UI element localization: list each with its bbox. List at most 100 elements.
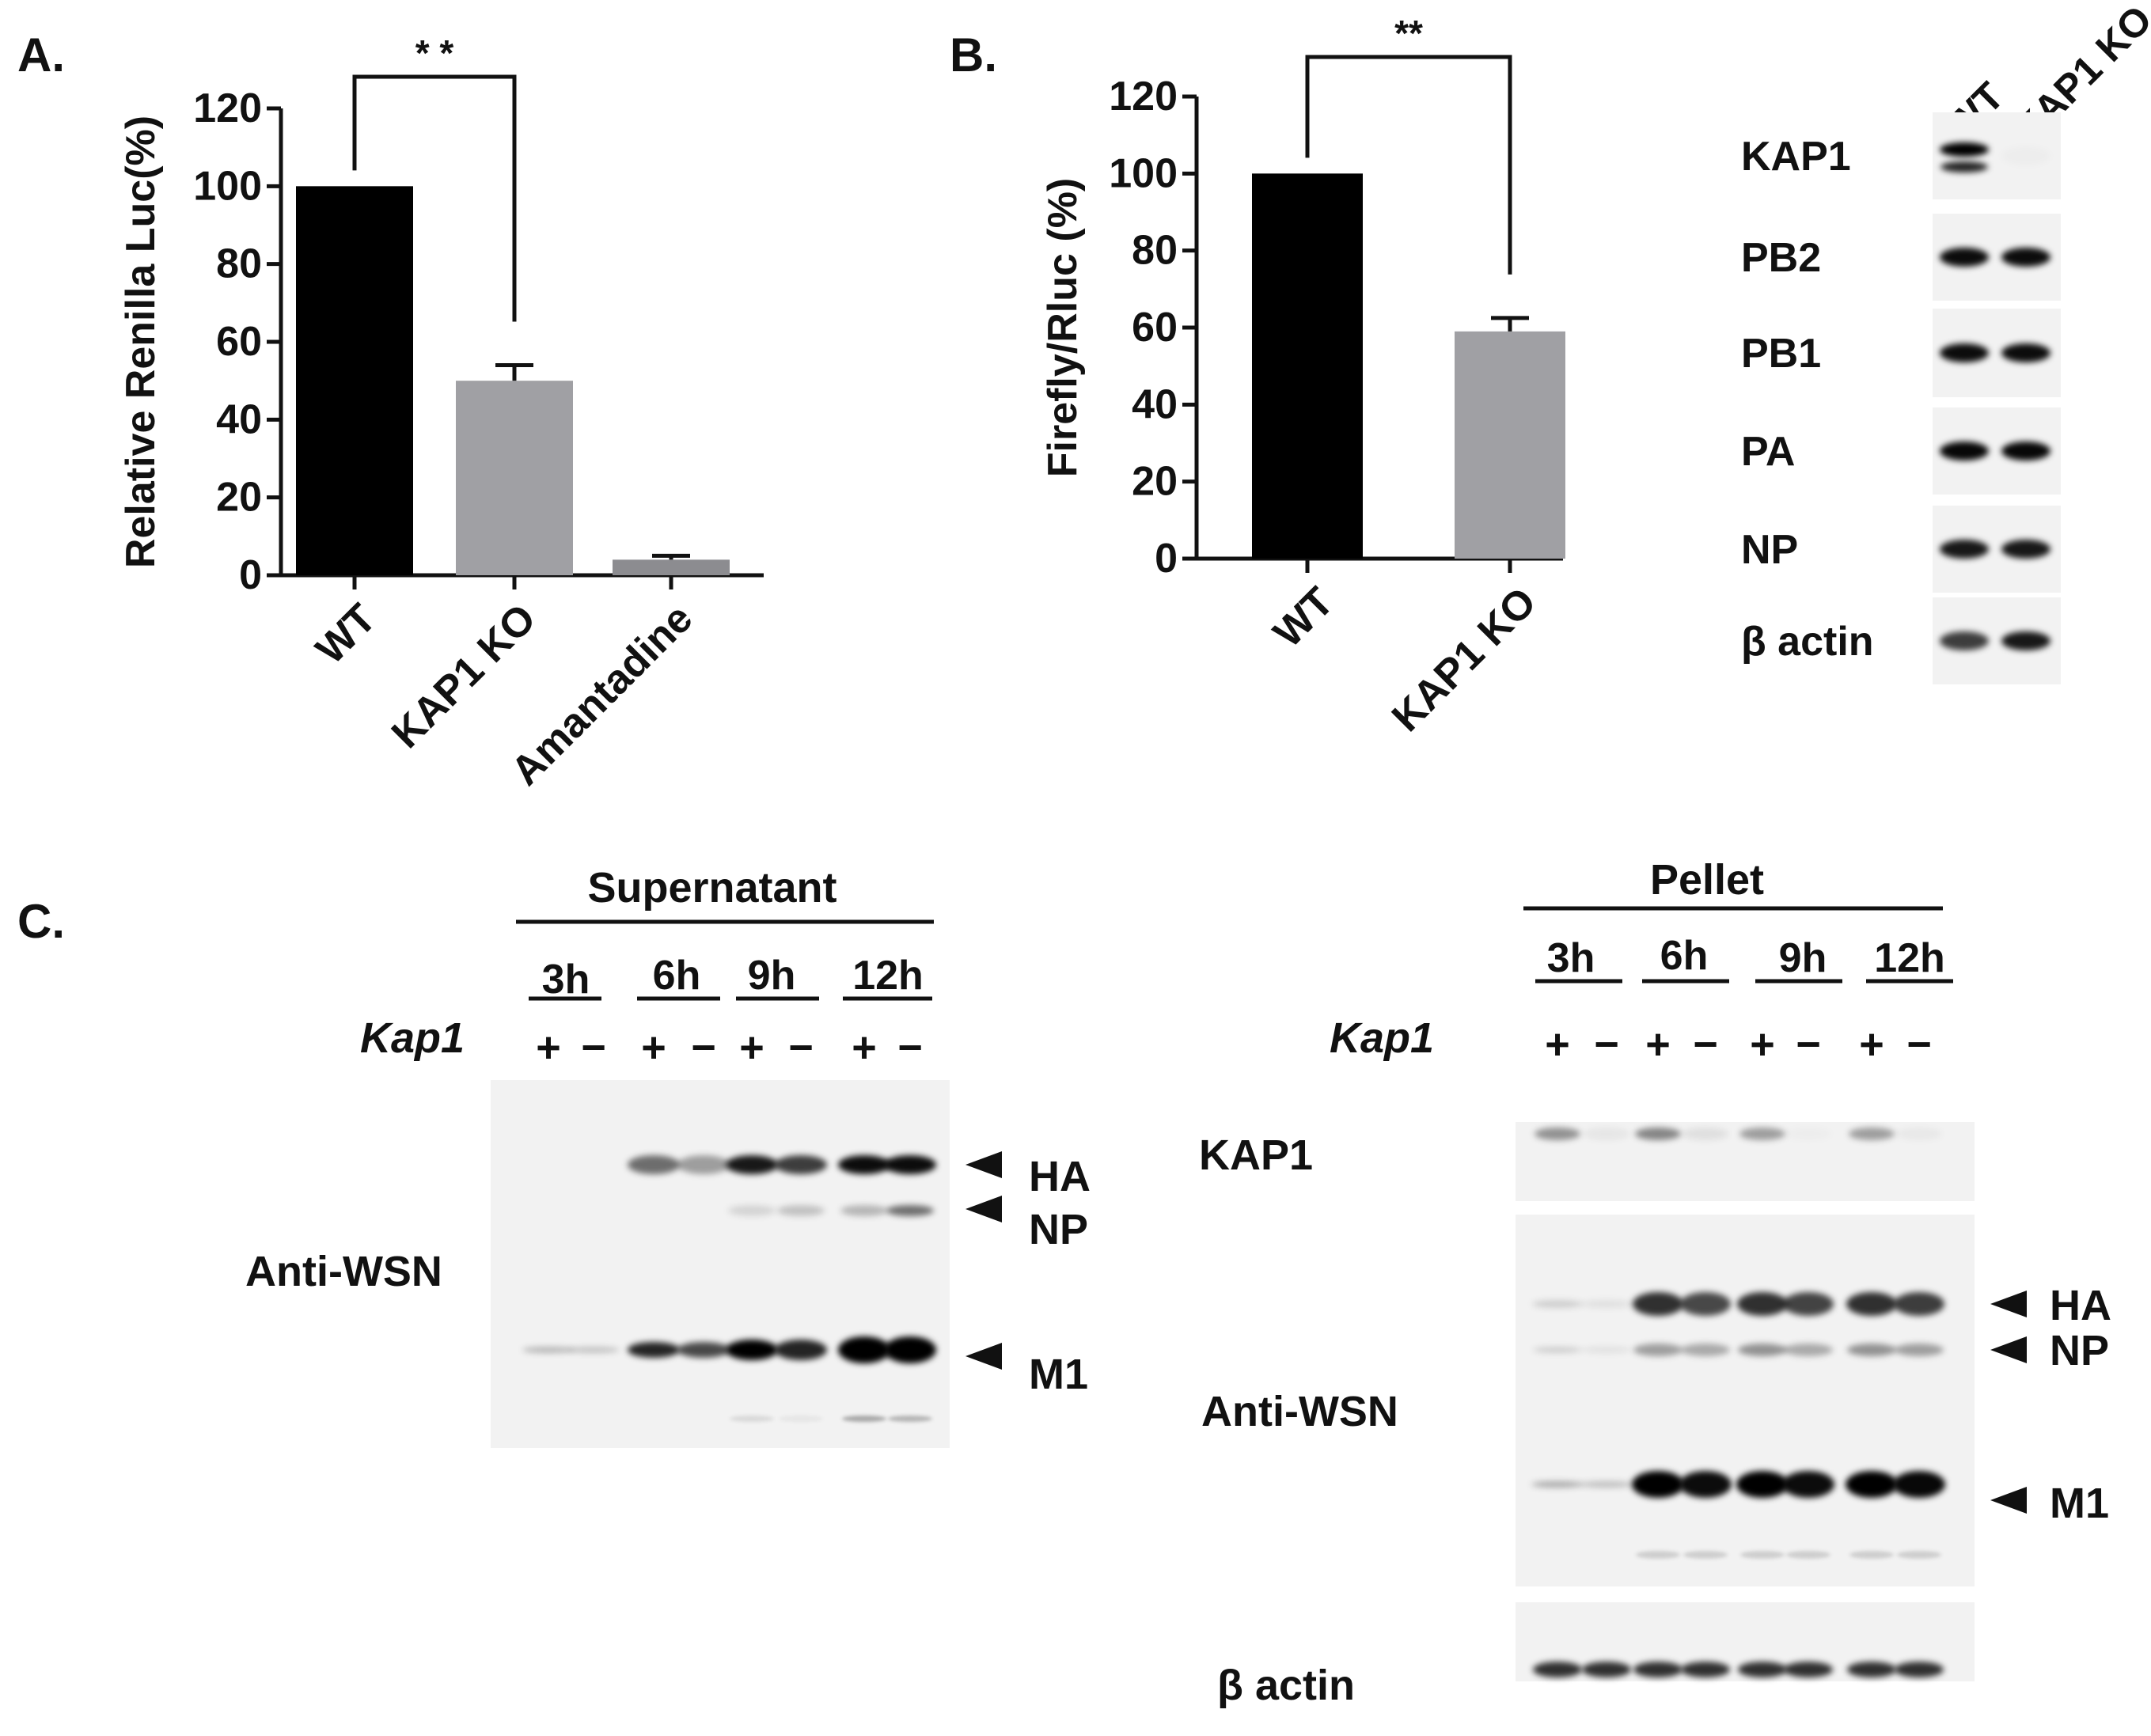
sup-band-ha-2 <box>628 1155 680 1174</box>
pel-band-actin-0 <box>1533 1662 1582 1677</box>
pel-band-ha-3 <box>1680 1292 1731 1316</box>
sup-marker-1: NP <box>1029 1206 1088 1253</box>
pel-band-np-3 <box>1681 1344 1730 1356</box>
blot-b-band-0-wt <box>1940 142 1989 157</box>
pel-band-ha-2 <box>1633 1292 1683 1316</box>
blot-b-row-label-3: PA <box>1741 429 1795 475</box>
sup-band-ha-7 <box>884 1155 936 1174</box>
pel-band-m1-5 <box>1782 1471 1834 1498</box>
chart-0-ytick-label-0: 0 <box>239 552 262 598</box>
sup-arrow-0 <box>965 1151 1002 1178</box>
chart-1-ytick-label-5: 100 <box>1109 150 1178 196</box>
pel-band-actin-2 <box>1633 1662 1682 1677</box>
chart-1-ytick-label-6: 120 <box>1109 74 1178 119</box>
blot-b-row-label-5: β actin <box>1741 619 1874 665</box>
blot-b-band-4-ko <box>2001 540 2050 559</box>
blot-b-band-5-wt <box>1940 631 1989 650</box>
pel-band-low-7 <box>1897 1551 1941 1559</box>
pel-band-np-7 <box>1895 1344 1944 1356</box>
chart-0-cat-1: KAP1 KO <box>383 595 544 756</box>
sup-band-m1-0 <box>522 1347 575 1353</box>
sup-band-m1-5 <box>775 1340 827 1360</box>
blot-c-pellet: Pellet 3h 6h 9h 12h Kap1 + − + − + − + − KAP1 A… <box>1199 856 2111 1709</box>
sup-marker-0: HA <box>1029 1153 1091 1200</box>
sup-band-ha-5 <box>775 1155 827 1174</box>
pel-arrow-2 <box>1990 1487 2027 1514</box>
pel-band-m1-4 <box>1736 1471 1789 1498</box>
pel-band-low-6 <box>1849 1551 1894 1559</box>
sup-band-ha-4 <box>726 1155 778 1174</box>
pel-sign-1: − <box>1594 1021 1619 1068</box>
sup-band-np-7 <box>886 1205 934 1216</box>
pel-band-np-4 <box>1738 1344 1787 1356</box>
sup-sign-1: − <box>581 1024 606 1071</box>
blot-b-band-0-wt-lower <box>1940 161 1988 172</box>
pel-row-kap1: KAP1 <box>1199 1131 1313 1179</box>
pel-sign-5: − <box>1796 1021 1821 1068</box>
sup-time-6h: 6h <box>653 953 701 999</box>
chart-1-bar-1 <box>1455 331 1565 559</box>
chart-1-cat-0: WT <box>1265 578 1342 656</box>
chart-0-ytick-label-3: 60 <box>216 319 262 365</box>
pel-band-np-1 <box>1582 1347 1631 1353</box>
panel-label-b: B. <box>950 28 997 81</box>
chart-0-bar-0 <box>296 186 413 576</box>
pel-band-m1-3 <box>1679 1471 1732 1498</box>
blot-b-band-0-ko <box>2001 146 2050 165</box>
pel-band-actin-4 <box>1738 1662 1787 1677</box>
pel-band-low-5 <box>1786 1551 1830 1559</box>
pel-band-kap1-5 <box>1785 1128 1831 1140</box>
sup-band-ha-6 <box>838 1155 890 1174</box>
pel-time-12h: 12h <box>1874 935 1945 981</box>
sup-sign-0: + <box>536 1024 561 1071</box>
chart-1-sig-label: ** <box>1394 13 1423 54</box>
pel-band-np-6 <box>1847 1344 1896 1356</box>
chart-0-sig-label: * * <box>415 32 454 74</box>
pel-band-actin-7 <box>1895 1662 1944 1677</box>
pel-sign-7: − <box>1906 1021 1932 1068</box>
chart-0-bar-2 <box>613 559 730 575</box>
sup-band-np-5 <box>777 1205 825 1216</box>
chart-1-ytick-label-2: 40 <box>1132 381 1178 427</box>
pel-band-kap1-7 <box>1896 1128 1942 1140</box>
chart-0-ytick-label-2: 40 <box>216 396 262 442</box>
sup-sign-5: − <box>788 1024 814 1071</box>
pel-band-low-3 <box>1683 1551 1728 1559</box>
chart-0-sig-bracket <box>352 74 517 322</box>
panel-label-a: A. <box>17 28 65 81</box>
pel-band-m1-6 <box>1846 1471 1898 1498</box>
sup-sign-2: + <box>641 1024 666 1071</box>
pel-row-wsn: Anti-WSN <box>1201 1388 1398 1435</box>
pel-band-ha-5 <box>1783 1292 1834 1316</box>
pel-band-low-2 <box>1636 1551 1680 1559</box>
pel-marker-2: M1 <box>2050 1480 2109 1527</box>
blot-b-band-3-wt <box>1940 442 1989 461</box>
pel-time-9h: 9h <box>1779 935 1827 981</box>
sup-time-12h: 12h <box>852 953 924 999</box>
chart-1-ytick-label-0: 0 <box>1155 536 1178 582</box>
sup-sign-7: − <box>897 1024 923 1071</box>
sup-time-9h: 9h <box>748 953 796 999</box>
sup-band-m1-1 <box>567 1347 620 1353</box>
pel-band-actin-6 <box>1847 1662 1896 1677</box>
pel-sign-6: + <box>1859 1021 1884 1068</box>
sup-band-m1-2 <box>628 1342 680 1358</box>
pel-band-kap1-6 <box>1849 1128 1895 1140</box>
pel-band-np-5 <box>1784 1344 1833 1356</box>
pel-band-actin-1 <box>1582 1662 1631 1677</box>
pel-arrow-0 <box>1990 1291 2027 1317</box>
pellet-title: Pellet <box>1650 856 1764 904</box>
pel-band-kap1-3 <box>1682 1128 1728 1140</box>
pel-band-ha-6 <box>1846 1292 1897 1316</box>
chart-a: 0 20 40 60 80 100 120 Relative Renilla Luc(%) WT… <box>118 32 764 794</box>
pel-band-kap1-0 <box>1535 1128 1580 1140</box>
sup-time-3h: 3h <box>542 957 590 1003</box>
sup-band-low-7 <box>888 1416 932 1422</box>
chart-1-ytick-label-4: 80 <box>1132 228 1178 274</box>
pel-band-actin-5 <box>1784 1662 1833 1677</box>
sup-sign-6: + <box>852 1024 877 1071</box>
sup-arrow-1 <box>965 1196 1002 1222</box>
blot-b-band-1-ko <box>2001 248 2050 267</box>
